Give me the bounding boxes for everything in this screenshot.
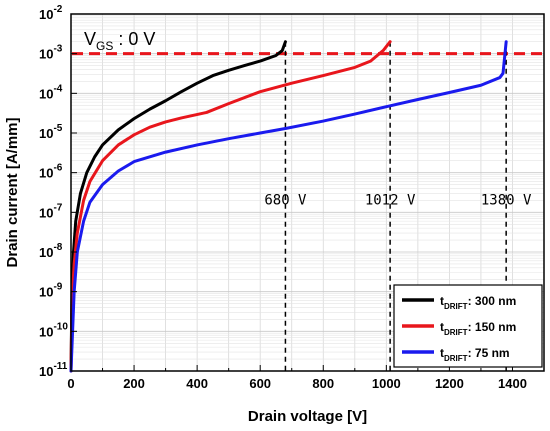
y-tick-label-base: 10 bbox=[39, 205, 53, 220]
y-tick-label: 10-9 bbox=[39, 282, 63, 300]
breakdown-marker-label: 680 V bbox=[264, 192, 307, 208]
legend-entry-sub: DRIFT bbox=[444, 302, 468, 311]
x-tick-label: 400 bbox=[186, 376, 208, 391]
y-tick-label-base: 10 bbox=[39, 324, 53, 339]
y-axis-title: Drain current [A/mm] bbox=[4, 117, 21, 267]
condition-label-sub: GS bbox=[96, 39, 113, 53]
breakdown-marker-label: 1012 V bbox=[365, 192, 416, 208]
breakdown-marker-label: 1380 V bbox=[481, 192, 532, 208]
plot-frame bbox=[70, 13, 545, 372]
legend-entry-rest: : 75 nm bbox=[468, 346, 510, 360]
x-tick-label: 0 bbox=[67, 376, 74, 391]
y-tick-label: 10-10 bbox=[39, 321, 68, 339]
series-line-3 bbox=[69, 40, 508, 373]
condition-label-rest: : 0 V bbox=[113, 29, 155, 49]
legend-entry-sub: DRIFT bbox=[444, 354, 468, 363]
y-tick-label: 10-4 bbox=[39, 83, 63, 101]
legend-entry-main: t bbox=[440, 346, 444, 360]
y-tick-label: 10-11 bbox=[39, 361, 68, 379]
x-axis-title: Drain voltage [V] bbox=[248, 408, 367, 425]
x-tick-label: 1400 bbox=[498, 376, 527, 391]
y-tick-label-base: 10 bbox=[39, 86, 53, 101]
y-tick-label: 10-7 bbox=[39, 202, 63, 220]
y-tick-label-base: 10 bbox=[39, 245, 53, 260]
series-line-2 bbox=[69, 40, 392, 373]
y-tick-label: 10-2 bbox=[39, 4, 63, 22]
y-tick-label-exponent: -5 bbox=[53, 123, 62, 134]
legend-entry-main: t bbox=[440, 320, 444, 334]
y-tick-label-exponent: -3 bbox=[53, 44, 62, 55]
legend-entry-main: t bbox=[440, 294, 444, 308]
condition-label: VGS : 0 V bbox=[84, 29, 155, 53]
y-tick-label: 10-5 bbox=[39, 123, 63, 141]
y-tick-label: 10-8 bbox=[39, 242, 63, 260]
series-line-1 bbox=[69, 40, 287, 373]
breakdown-marker-layer: 680 V 1012 V 1380 V bbox=[264, 41, 532, 371]
series-layer bbox=[69, 40, 508, 373]
y-tick-label-exponent: -11 bbox=[53, 361, 67, 372]
y-tick-label-base: 10 bbox=[39, 285, 53, 300]
legend-entry-rest: : 150 nm bbox=[468, 320, 517, 334]
x-tick-label: 600 bbox=[249, 376, 271, 391]
condition-label-main: V bbox=[84, 29, 96, 49]
y-tick-label: 10-3 bbox=[39, 44, 63, 62]
y-tick-label-exponent: -10 bbox=[53, 321, 68, 332]
y-tick-label-exponent: -8 bbox=[53, 242, 62, 253]
x-tick-label: 1000 bbox=[372, 376, 401, 391]
y-tick-label-base: 10 bbox=[39, 166, 53, 181]
y-tick-label-base: 10 bbox=[39, 126, 53, 141]
legend-entry-label: tDRIFT: 75 nm bbox=[440, 346, 510, 363]
y-tick-label: 10-6 bbox=[39, 163, 63, 181]
y-tick-label-base: 10 bbox=[39, 7, 53, 22]
x-tick-labels: 0 200 400 600 800 1000 1200 1400 bbox=[67, 376, 527, 391]
y-tick-label-exponent: -7 bbox=[53, 202, 62, 213]
x-tick-label: 200 bbox=[123, 376, 145, 391]
y-tick-label-exponent: -2 bbox=[53, 4, 62, 15]
y-tick-label-exponent: -6 bbox=[53, 163, 62, 174]
legend-entry-rest: : 300 nm bbox=[468, 294, 517, 308]
y-tick-label-base: 10 bbox=[39, 47, 53, 62]
x-tick-label: 800 bbox=[312, 376, 334, 391]
y-tick-label-base: 10 bbox=[39, 364, 53, 379]
y-tick-labels: 10-1110-1010-910-810-710-610-510-410-310… bbox=[39, 4, 68, 379]
y-tick-label-exponent: -9 bbox=[53, 282, 62, 293]
legend-entry-sub: DRIFT bbox=[444, 328, 468, 337]
legend-entry-label: tDRIFT: 150 nm bbox=[440, 320, 516, 337]
tick-layer bbox=[70, 13, 545, 372]
x-tick-label: 1200 bbox=[435, 376, 464, 391]
legend-entry-label: tDRIFT: 300 nm bbox=[440, 294, 516, 311]
y-tick-label-exponent: -4 bbox=[53, 83, 62, 94]
